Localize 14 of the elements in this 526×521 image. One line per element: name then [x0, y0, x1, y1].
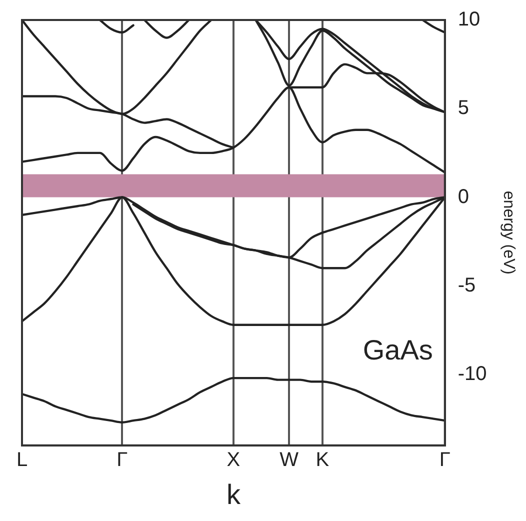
x-tick-label: L [16, 448, 28, 471]
x-tick-label: W [280, 448, 299, 471]
x-axis-title: k [226, 478, 242, 510]
x-tick-label: Γ [439, 448, 450, 471]
x-tick-label: K [316, 448, 330, 471]
y-tick-label: -5 [458, 274, 476, 296]
y-axis-title: energy (eV) [500, 190, 517, 274]
y-tick-label: 5 [458, 97, 470, 120]
x-tick-label: Γ [116, 448, 128, 471]
annotation: GaAs [362, 334, 433, 366]
x-tick-label: X [226, 448, 240, 471]
y-tick-label: 0 [458, 186, 470, 208]
y-tick-label: 10 [458, 8, 480, 31]
y-tick-label: -10 [458, 363, 487, 386]
